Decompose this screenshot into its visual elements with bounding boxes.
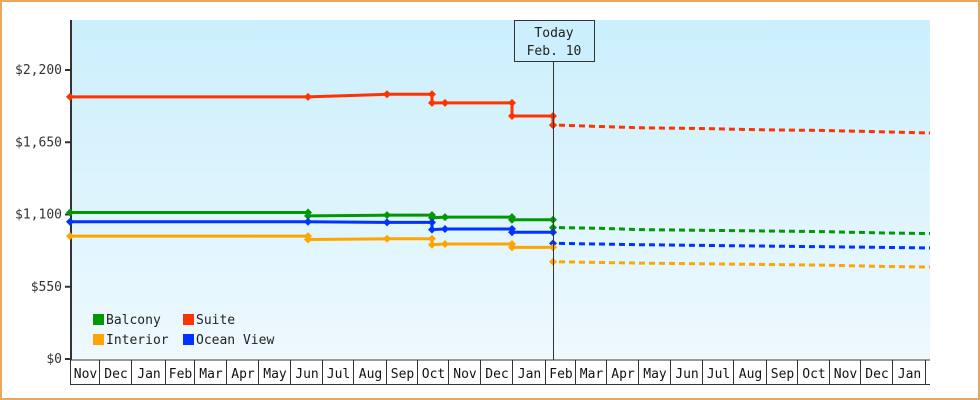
month-label: Jun: [295, 367, 318, 382]
data-point[interactable]: [441, 224, 449, 233]
data-point[interactable]: [304, 211, 312, 220]
data-point[interactable]: [383, 234, 391, 243]
y-tick-label: $1,100: [15, 208, 62, 223]
data-point[interactable]: [441, 240, 449, 249]
month-label: Dec: [104, 367, 127, 382]
legend-swatch: [93, 314, 104, 325]
data-point[interactable]: [508, 215, 516, 224]
month-label: Jan: [898, 367, 921, 382]
data-point[interactable]: [428, 213, 436, 222]
legend-swatch: [93, 334, 104, 345]
month-label: Jul: [707, 367, 730, 382]
month-label: Nov: [834, 367, 858, 382]
data-point[interactable]: [66, 232, 74, 241]
data-point[interactable]: [66, 217, 74, 226]
data-point[interactable]: [508, 111, 516, 120]
month-label: Dec: [485, 367, 508, 382]
legend-item-ocean-view[interactable]: Ocean View: [183, 333, 274, 348]
month-label: Nov: [453, 367, 477, 382]
legend-swatch: [183, 314, 194, 325]
y-tick-label: $550: [31, 280, 62, 295]
month-label: Jul: [327, 367, 350, 382]
series-lines: [66, 90, 931, 269]
month-label: May: [263, 367, 287, 382]
historical-line: [70, 92, 555, 126]
forecast-line: [558, 260, 931, 269]
month-label: Jun: [675, 367, 698, 382]
month-label: Nov: [74, 367, 98, 382]
month-label: Dec: [865, 367, 888, 382]
data-point[interactable]: [66, 92, 74, 101]
x-axis-months: Nov Dec Jan Feb Mar Apr May Jun Jul Aug Sep Oct Nov D…: [70, 359, 930, 385]
legend-item-suite[interactable]: Suite: [183, 313, 235, 328]
data-point[interactable]: [428, 234, 436, 243]
y-tick-label: $2,200: [15, 63, 62, 78]
y-tick-label: $1,650: [15, 135, 62, 150]
data-point[interactable]: [66, 208, 74, 217]
series-balcony: [66, 208, 931, 236]
month-label: Aug: [359, 367, 382, 382]
legend-item-balcony[interactable]: Balcony: [93, 313, 161, 328]
month-label: Feb: [549, 367, 573, 382]
month-label: Oct: [422, 367, 445, 382]
month-label: Mar: [199, 367, 223, 382]
month-label: Apr: [231, 367, 255, 382]
data-point[interactable]: [441, 98, 449, 107]
legend: Balcony Suite Interior Ocean View: [93, 313, 274, 348]
data-point[interactable]: [428, 240, 436, 249]
data-point[interactable]: [508, 98, 516, 107]
legend-label: Balcony: [106, 313, 161, 328]
legend-label: Ocean View: [196, 333, 274, 348]
data-point[interactable]: [441, 213, 449, 222]
y-axis: $0 $550 $1,100 $1,650 $2,200: [15, 20, 72, 367]
legend-item-interior[interactable]: Interior: [93, 333, 169, 348]
data-point[interactable]: [428, 90, 436, 99]
month-label: Aug: [739, 367, 762, 382]
plot-area: [71, 20, 930, 359]
data-point[interactable]: [304, 92, 312, 101]
forecast-line: [558, 226, 931, 236]
data-point[interactable]: [428, 225, 436, 234]
data-point[interactable]: [428, 98, 436, 107]
today-marker: Today Feb. 10: [514, 20, 595, 360]
month-label: Mar: [580, 367, 604, 382]
month-label: Feb: [169, 367, 193, 382]
legend-label: Suite: [196, 313, 235, 328]
today-date: Feb. 10: [527, 44, 582, 59]
legend-label: Interior: [106, 333, 169, 348]
data-point[interactable]: [508, 228, 516, 237]
legend-swatch: [183, 334, 194, 345]
data-point[interactable]: [383, 90, 391, 99]
data-point[interactable]: [428, 218, 436, 227]
month-label: Apr: [611, 367, 635, 382]
today-box: [514, 20, 595, 62]
y-tick-label: $0: [46, 352, 62, 367]
data-point[interactable]: [383, 211, 391, 220]
series-interior: [66, 232, 931, 269]
series-suite: [66, 90, 931, 135]
data-point[interactable]: [508, 243, 516, 252]
month-label: Oct: [802, 367, 825, 382]
month-label: Sep: [391, 367, 415, 382]
data-point[interactable]: [383, 218, 391, 227]
data-point[interactable]: [304, 217, 312, 226]
month-label: May: [643, 367, 667, 382]
month-label: Sep: [771, 367, 795, 382]
today-label: Today: [534, 26, 573, 41]
data-point[interactable]: [304, 235, 312, 244]
forecast-line: [558, 241, 931, 250]
month-label: Jan: [137, 367, 160, 382]
month-label: Jan: [518, 367, 541, 382]
forecast-line: [558, 123, 931, 135]
